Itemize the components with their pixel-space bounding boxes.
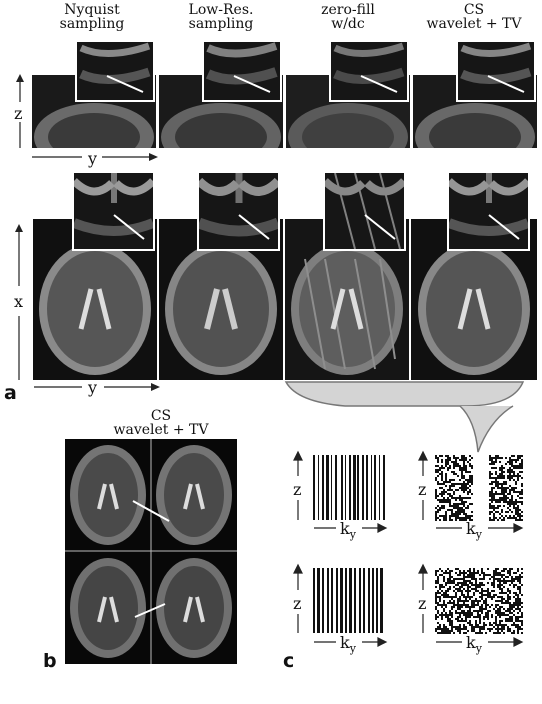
axis-y-row1-arrow [32,153,158,161]
axis-y-row1: y [88,149,98,168]
axial-zoom-lowres [197,171,280,251]
axial-zoom-cs [447,171,530,251]
axis-z-c3: z [293,594,302,613]
coronal-zerofill [286,75,410,148]
axis-z-row1: z [14,104,23,123]
panel-label-a: a [4,382,17,404]
sampling-row1-random [435,455,523,521]
sampling-row1-uniform [313,455,385,520]
coronal-zoom-cs [456,40,536,102]
axis-ky-c4: ky [466,633,482,656]
panel-b-title: CS wavelet + TV [113,408,209,438]
header-nyquist: Nyquist sampling [59,2,125,32]
sampling-row2-random [435,568,523,634]
axis-y-row2-arrow [34,383,160,391]
panel-label-b: b [43,650,57,672]
axis-ky-c1: ky [340,519,356,542]
axis-ky-c2: ky [466,519,482,542]
axis-z-c1: z [293,480,302,499]
axis-x-row2-arrow [15,224,23,380]
axis-x-row2: x [14,292,24,311]
coronal-zoom-lowres [202,40,282,102]
header-cs: CS wavelet + TV [426,2,522,32]
axis-y-row2: y [88,378,98,397]
sampling-row2-uniform [313,568,383,633]
axis-ky-c3: ky [340,633,356,656]
axis-z-c4: z [418,594,427,613]
panel-label-c: c [283,650,295,672]
coronal-zoom-zerofill [329,40,409,102]
axial-zerofill [285,219,409,380]
axis-z-c2: z [418,480,427,499]
axis-z-row1-arrow [16,74,24,148]
header-zerofill: zero-fill w/dc [321,2,375,32]
panel-b-grid [65,439,237,664]
coronal-lowres [159,75,283,148]
axial-zoom-zerofill [323,171,406,251]
coronal-zoom-nyquist [75,40,155,102]
axial-zoom-nyquist [72,171,155,251]
callout-bubble [284,381,525,453]
header-lowres: Low-Res. sampling [188,2,254,32]
